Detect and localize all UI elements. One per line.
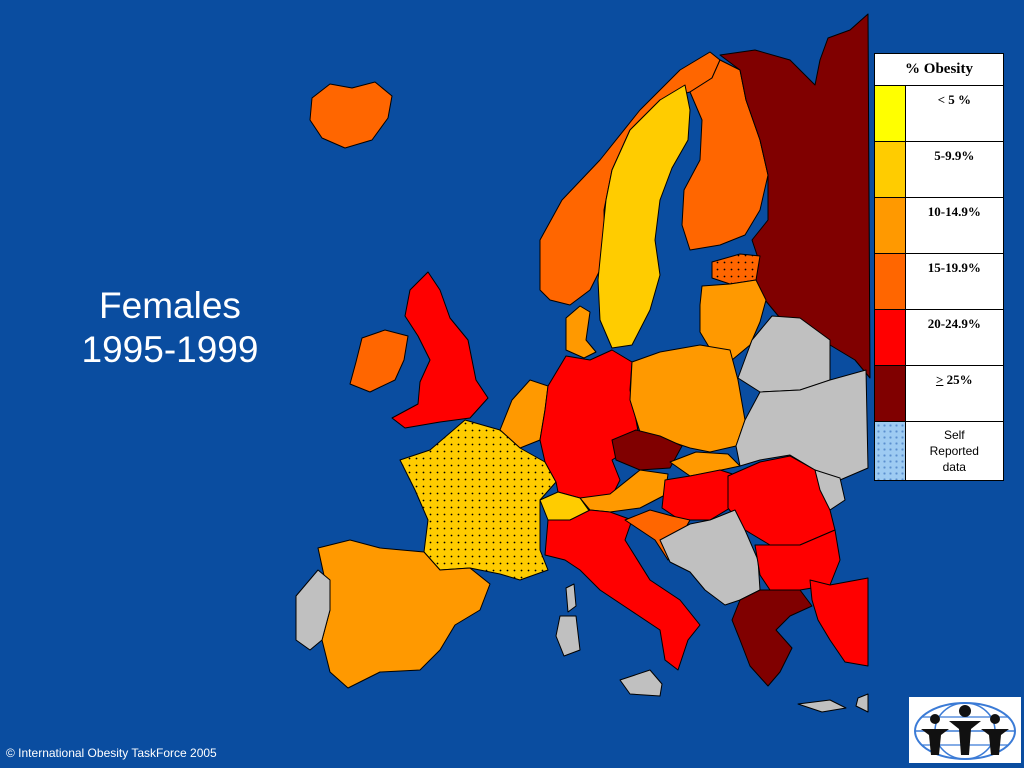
legend-label: < 5 %: [904, 85, 1005, 142]
iotf-logo-icon: [909, 697, 1021, 763]
legend-swatch: [874, 197, 906, 254]
legend-swatch: [874, 85, 906, 142]
legend-label: > 25%: [904, 365, 1005, 422]
region-sweden: [597, 84, 691, 349]
region-ireland: [349, 329, 409, 393]
region-moldova: [814, 469, 846, 511]
legend-row: < 5 %: [874, 85, 1005, 142]
region-germany: [539, 349, 641, 501]
self-reported-line-1: Self: [943, 428, 965, 442]
dots-france: [400, 420, 556, 580]
self-reported-line-2: Reported: [929, 444, 979, 458]
legend-label: 15-19.9%: [904, 253, 1005, 310]
region-crete: [797, 699, 847, 713]
legend-row: 15-19.9%: [874, 253, 1005, 310]
region-corsica: [565, 583, 577, 613]
legend-heading: % Obesity: [874, 53, 1004, 86]
legend-swatch: [874, 365, 906, 422]
region-sardinia: [555, 615, 581, 657]
dots-estonia: [712, 254, 760, 284]
legend-swatch: [874, 309, 906, 366]
legend-row: 10-14.9%: [874, 197, 1005, 254]
title-line-1: Females: [99, 285, 241, 326]
legend: % Obesity < 5 % 5-9.9% 10-14.9% 15-19.9%…: [874, 53, 1005, 481]
legend-label: 20-24.9%: [904, 309, 1005, 366]
region-slovakia: [669, 451, 741, 477]
region-portugal: [295, 569, 331, 651]
region-italy: [544, 509, 701, 671]
region-greece: [731, 589, 813, 687]
region-sicily: [619, 669, 663, 697]
region-czech: [611, 429, 683, 471]
legend-row: 20-24.9%: [874, 309, 1005, 366]
region-uk: [391, 271, 489, 429]
legend-row: > 25%: [874, 365, 1005, 422]
title-line-2: 1995-1999: [81, 329, 259, 370]
legend-swatch-dotted: [874, 421, 906, 481]
region-iceland: [309, 81, 393, 149]
legend-label-self-reported: Self Reported data: [904, 421, 1005, 481]
legend-row: 5-9.9%: [874, 141, 1005, 198]
region-denmark: [565, 305, 597, 359]
legend-label: 5-9.9%: [904, 141, 1005, 198]
legend-swatch: [874, 253, 906, 310]
legend-row-self-reported: Self Reported data: [874, 421, 1005, 481]
region-finland: [681, 59, 769, 251]
chart-title: Females 1995-1999: [60, 284, 280, 372]
region-cyprus: [855, 693, 869, 713]
legend-swatch: [874, 141, 906, 198]
region-turkey: [809, 577, 869, 667]
legend-label: 10-14.9%: [904, 197, 1005, 254]
copyright-text: © International Obesity TaskForce 2005: [6, 746, 217, 760]
self-reported-line-3: data: [942, 460, 966, 474]
legend-gte-symbol: >: [935, 372, 944, 387]
